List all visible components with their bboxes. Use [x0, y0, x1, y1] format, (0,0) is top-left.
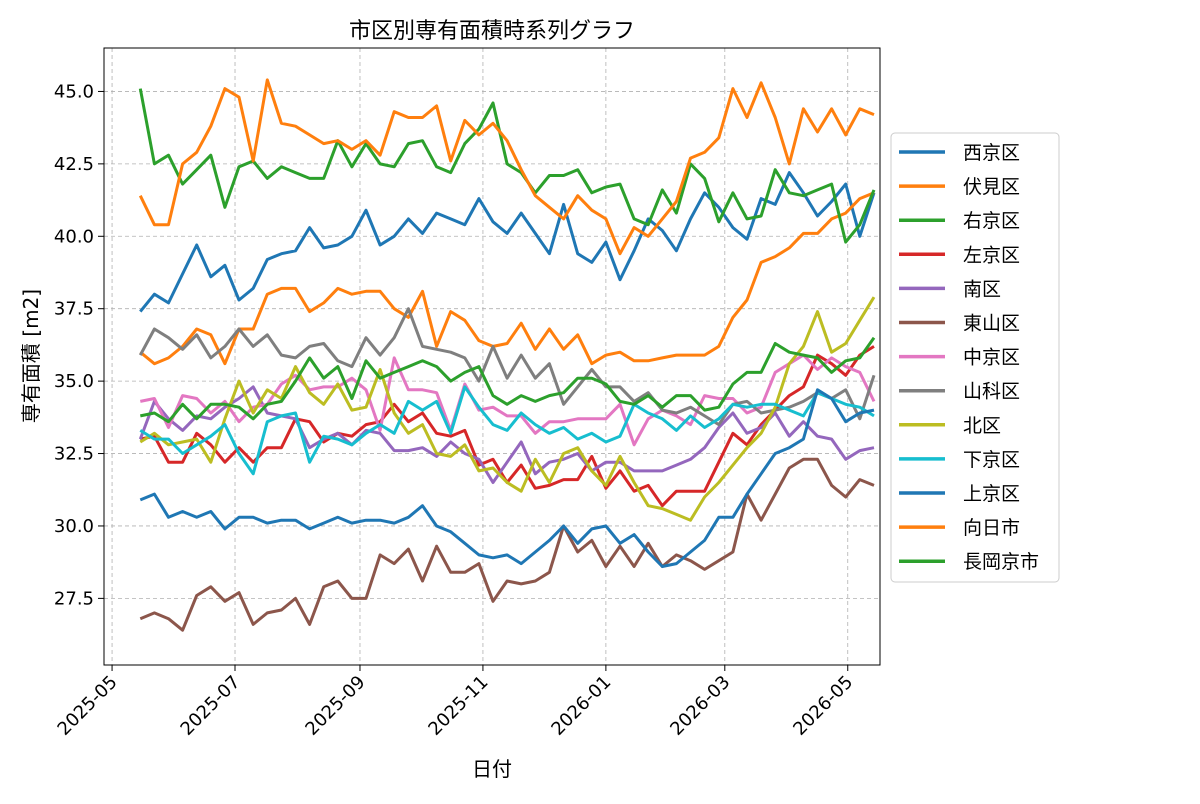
- y-tick-label: 45.0: [54, 81, 94, 102]
- y-tick-label: 40.0: [54, 226, 94, 247]
- legend-label: 上京区: [963, 483, 1020, 505]
- legend-label: 右京区: [963, 210, 1020, 232]
- legend-label: 伏見区: [963, 176, 1020, 198]
- plot-frame: [103, 47, 881, 666]
- series-line-9: [139, 385, 875, 476]
- legend-label: 中京区: [963, 347, 1020, 369]
- y-tick-label: 42.5: [54, 154, 94, 175]
- legend-label: 左京区: [963, 244, 1020, 266]
- legend-label: 南区: [963, 278, 1001, 300]
- y-tick-label: 37.5: [54, 299, 94, 320]
- series-line-2: [138, 88, 876, 244]
- legend-label: 山科区: [963, 381, 1020, 403]
- chart-title: 市区別専有面積時系列グラフ: [349, 19, 635, 44]
- series-line-6: [139, 353, 876, 447]
- legend-label: 東山区: [963, 313, 1020, 335]
- legend-label: 北区: [963, 415, 1001, 437]
- series-line-8: [139, 296, 876, 522]
- y-axis: 27.5 30.0 32.5 35.0 37.5 40.0 42.5 45.0: [54, 81, 104, 609]
- series-layer: [138, 78, 876, 632]
- series-line-5: [139, 457, 875, 632]
- y-tick-label: 32.5: [54, 444, 94, 465]
- y-tick-label: 35.0: [54, 371, 94, 392]
- legend-label: 下京区: [963, 449, 1020, 471]
- legend-box: [890, 132, 1060, 583]
- series-line-0: [139, 171, 876, 313]
- legend-label: 西京区: [963, 142, 1020, 164]
- y-tick-label: 27.5: [54, 588, 94, 609]
- series-line-10: [139, 388, 875, 568]
- x-axis-label: 日付: [472, 757, 512, 781]
- y-axis-label: 専有面積 [m2]: [19, 289, 43, 423]
- series-line-12: [139, 336, 876, 424]
- series-line-11: [138, 78, 875, 256]
- series-line-1: [139, 191, 875, 366]
- legend-label: 長岡京市: [963, 551, 1039, 573]
- y-tick-label: 30.0: [54, 516, 94, 537]
- legend-label: 向日市: [963, 517, 1020, 539]
